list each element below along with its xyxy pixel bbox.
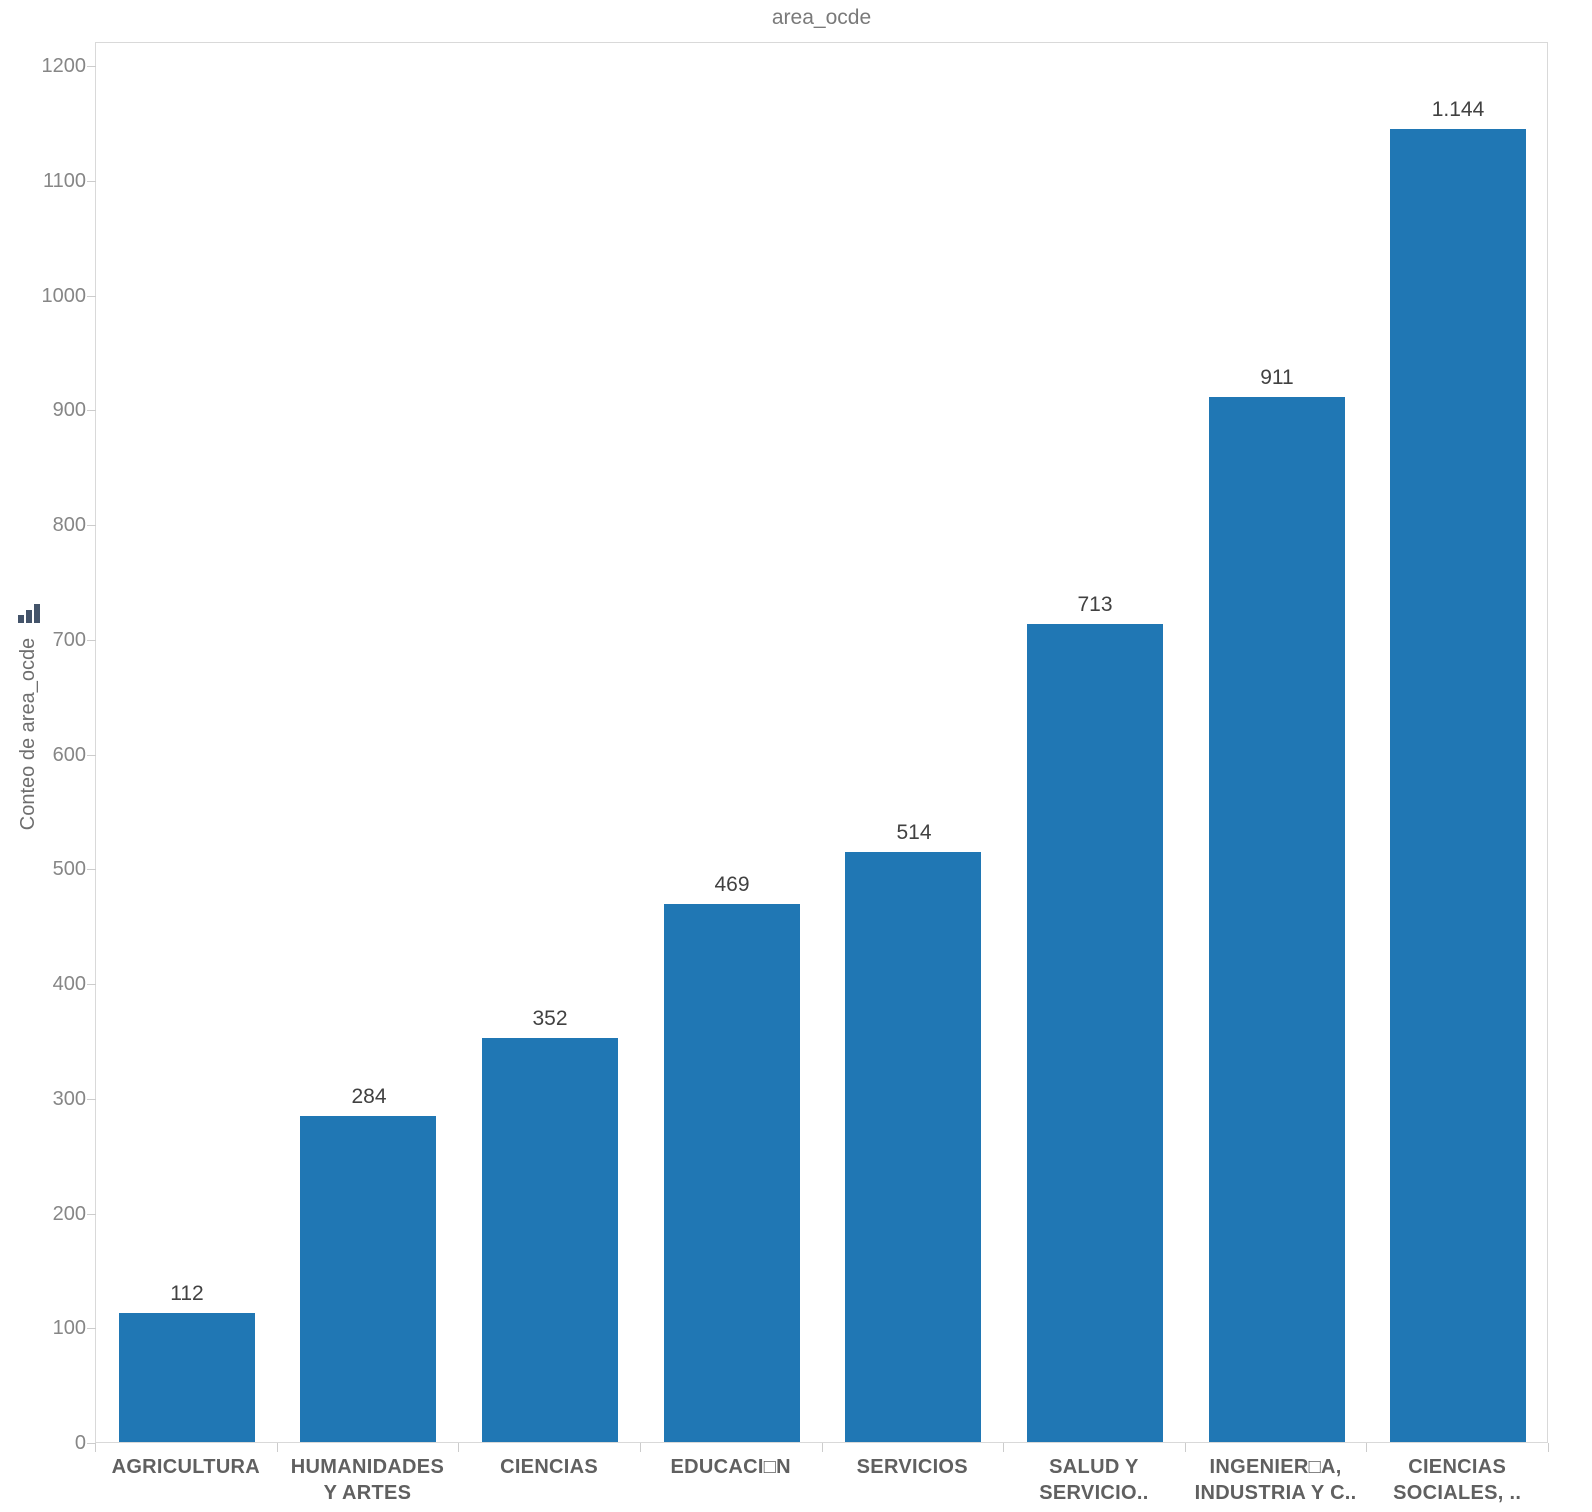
bar-value-label: 352 xyxy=(532,1007,568,1030)
bar-AGRICULTURA[interactable] xyxy=(119,1313,255,1442)
x-axis-category-label: HUMANIDADES Y ARTES xyxy=(290,1456,445,1504)
x-axis-category-label: CIENCIAS SOCIALES, .. xyxy=(1393,1456,1522,1504)
chart-title: area_ocde xyxy=(771,6,872,29)
bar-value-label: 713 xyxy=(1077,593,1113,616)
y-tick-label: 700 xyxy=(52,629,86,651)
x-tick-mark xyxy=(277,1443,278,1452)
y-tick-label: 900 xyxy=(52,399,86,421)
mini-bar-chart-icon xyxy=(17,600,43,629)
y-tick-label: 100 xyxy=(52,1317,86,1339)
bar-value-label: 1.144 xyxy=(1431,98,1485,121)
x-tick-mark xyxy=(1548,1443,1549,1452)
bar-SERVICIOS[interactable] xyxy=(845,852,981,1442)
y-tick-mark xyxy=(87,296,96,297)
x-axis-category-label: SALUD Y SERVICIO.. xyxy=(1039,1456,1149,1504)
y-tick-label: 200 xyxy=(52,1203,86,1225)
y-tick-label: 0 xyxy=(74,1432,86,1454)
x-tick-mark xyxy=(1366,1443,1367,1452)
bar-value-label: 514 xyxy=(896,821,932,844)
y-tick-label: 1200 xyxy=(41,55,87,77)
y-tick-mark xyxy=(87,755,96,756)
y-axis-title: Conteo de area_ocde xyxy=(17,637,39,831)
bar-value-label: 469 xyxy=(714,873,750,896)
y-tick-mark xyxy=(87,1099,96,1100)
y-tick-label: 1100 xyxy=(42,170,86,192)
y-tick-mark xyxy=(87,984,96,985)
x-axis-category-label: CIENCIAS xyxy=(500,1456,599,1478)
y-tick-label: 500 xyxy=(52,858,86,880)
x-tick-mark xyxy=(458,1443,459,1452)
y-tick-mark xyxy=(87,1443,96,1444)
x-axis-category-labels: AGRICULTURA HUMANIDADES Y ARTES CIENCIAS ED… xyxy=(95,1454,1548,1506)
y-tick-mark xyxy=(87,1328,96,1329)
bar-value-label: 284 xyxy=(351,1085,387,1108)
bar-HUMANIDADES Y ARTES[interactable] xyxy=(300,1116,436,1442)
bar-SALUD Y SERVICIO..[interactable] xyxy=(1027,624,1163,1442)
x-tick-mark xyxy=(822,1443,823,1452)
y-tick-mark xyxy=(87,869,96,870)
y-tick-label: 600 xyxy=(52,744,86,766)
y-tick-mark xyxy=(87,525,96,526)
y-tick-mark xyxy=(87,66,96,67)
y-tick-mark xyxy=(87,410,96,411)
y-tick-mark xyxy=(87,181,96,182)
y-tick-label: 1000 xyxy=(41,285,87,307)
x-axis-category-label: SERVICIOS xyxy=(856,1456,968,1478)
y-tick-mark xyxy=(87,640,96,641)
x-tick-mark xyxy=(1185,1443,1186,1452)
bar-value-label: 112 xyxy=(170,1282,204,1305)
bar-CIENCIAS[interactable] xyxy=(482,1038,618,1442)
x-tick-mark xyxy=(95,1443,96,1452)
y-tick-label: 300 xyxy=(52,1088,86,1110)
x-axis-category-label: AGRICULTURA xyxy=(111,1456,261,1478)
bars-layer: 112 284 352 469 514 713 911 1.144 xyxy=(96,65,1547,1442)
y-tick-label: 800 xyxy=(52,514,86,536)
bar-INGENIER□A, INDUSTRIA Y C..[interactable] xyxy=(1209,397,1345,1442)
bar-value-label: 911 xyxy=(1260,366,1294,389)
bar-CIENCIAS SOCIALES, ..[interactable] xyxy=(1390,129,1526,1442)
x-axis-category-label: EDUCACI□N xyxy=(670,1456,791,1478)
y-tick-label: 400 xyxy=(52,973,86,995)
x-tick-mark xyxy=(1003,1443,1004,1452)
x-axis-category-label: INGENIER□A, INDUSTRIA Y C.. xyxy=(1194,1456,1357,1504)
plot-area: 112 284 352 469 514 713 911 1.144 xyxy=(95,42,1548,1443)
y-tick-mark xyxy=(87,1214,96,1215)
x-tick-mark xyxy=(640,1443,641,1452)
bar-EDUCACI□N[interactable] xyxy=(664,904,800,1442)
